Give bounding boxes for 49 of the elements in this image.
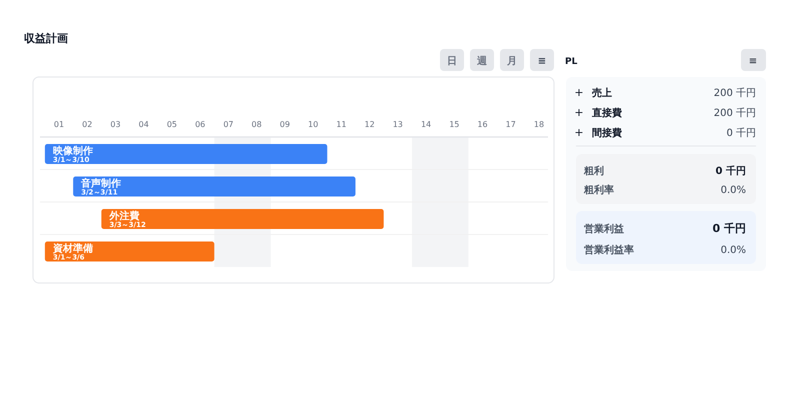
text: 営業利益率	[584, 244, 634, 256]
x-tick-label: 02	[82, 120, 92, 129]
text: 間接費	[592, 127, 622, 139]
text: 売上	[592, 87, 612, 99]
x-tick-label: 05	[166, 120, 178, 129]
text: 月	[506, 56, 517, 67]
text: 0 千円	[712, 222, 746, 235]
text: 営業利益	[584, 223, 624, 235]
text: 0 千円	[726, 127, 756, 139]
x-tick-label: 10	[308, 120, 318, 129]
x-tick-label: 01	[54, 120, 64, 129]
x-tick-label: 14	[420, 120, 432, 129]
x-tick-label: 04	[138, 120, 149, 129]
x-tick-label: 06	[195, 120, 206, 129]
text: 0.0%	[720, 245, 746, 256]
x-tick-label: 16	[477, 120, 488, 129]
text: PL	[565, 57, 578, 67]
text: 0.0%	[720, 185, 746, 196]
text: +	[574, 126, 584, 139]
y-tick-label: 音声制作	[80, 178, 122, 190]
x-tick-label: 18	[534, 120, 544, 129]
y-tick-label: 映像制作	[52, 145, 93, 157]
x-tick-label: 11	[336, 120, 346, 129]
bar	[101, 209, 384, 229]
text: 粗利率	[583, 184, 614, 196]
text: 粗利	[583, 165, 604, 177]
x-tick-label: 08	[252, 120, 262, 129]
bar	[44, 144, 328, 164]
x-tick-label: 07	[223, 120, 234, 129]
text: +	[574, 86, 584, 99]
text: +	[574, 106, 584, 119]
text: 200 千円	[714, 87, 756, 99]
text: ≡	[538, 56, 546, 67]
x-tick-label: 13	[392, 120, 403, 129]
bar	[73, 176, 356, 196]
text: 週	[476, 55, 488, 67]
text: 0 千円	[716, 165, 746, 177]
text: 直接費	[591, 107, 622, 119]
x-tick-label: 15	[449, 120, 460, 129]
x-tick-label: 17	[506, 120, 516, 129]
text: 200 千円	[714, 107, 756, 119]
x-tick-label: 12	[364, 120, 375, 129]
text: 日	[447, 56, 457, 67]
y-tick-label: 外注費	[108, 210, 140, 222]
text: ≡	[748, 56, 758, 67]
x-tick-label: 09	[280, 120, 290, 129]
x-tick-label: 03	[110, 120, 121, 129]
chart-title: 収益計画	[24, 32, 68, 45]
y-tick-label: 資材準備	[52, 242, 93, 254]
